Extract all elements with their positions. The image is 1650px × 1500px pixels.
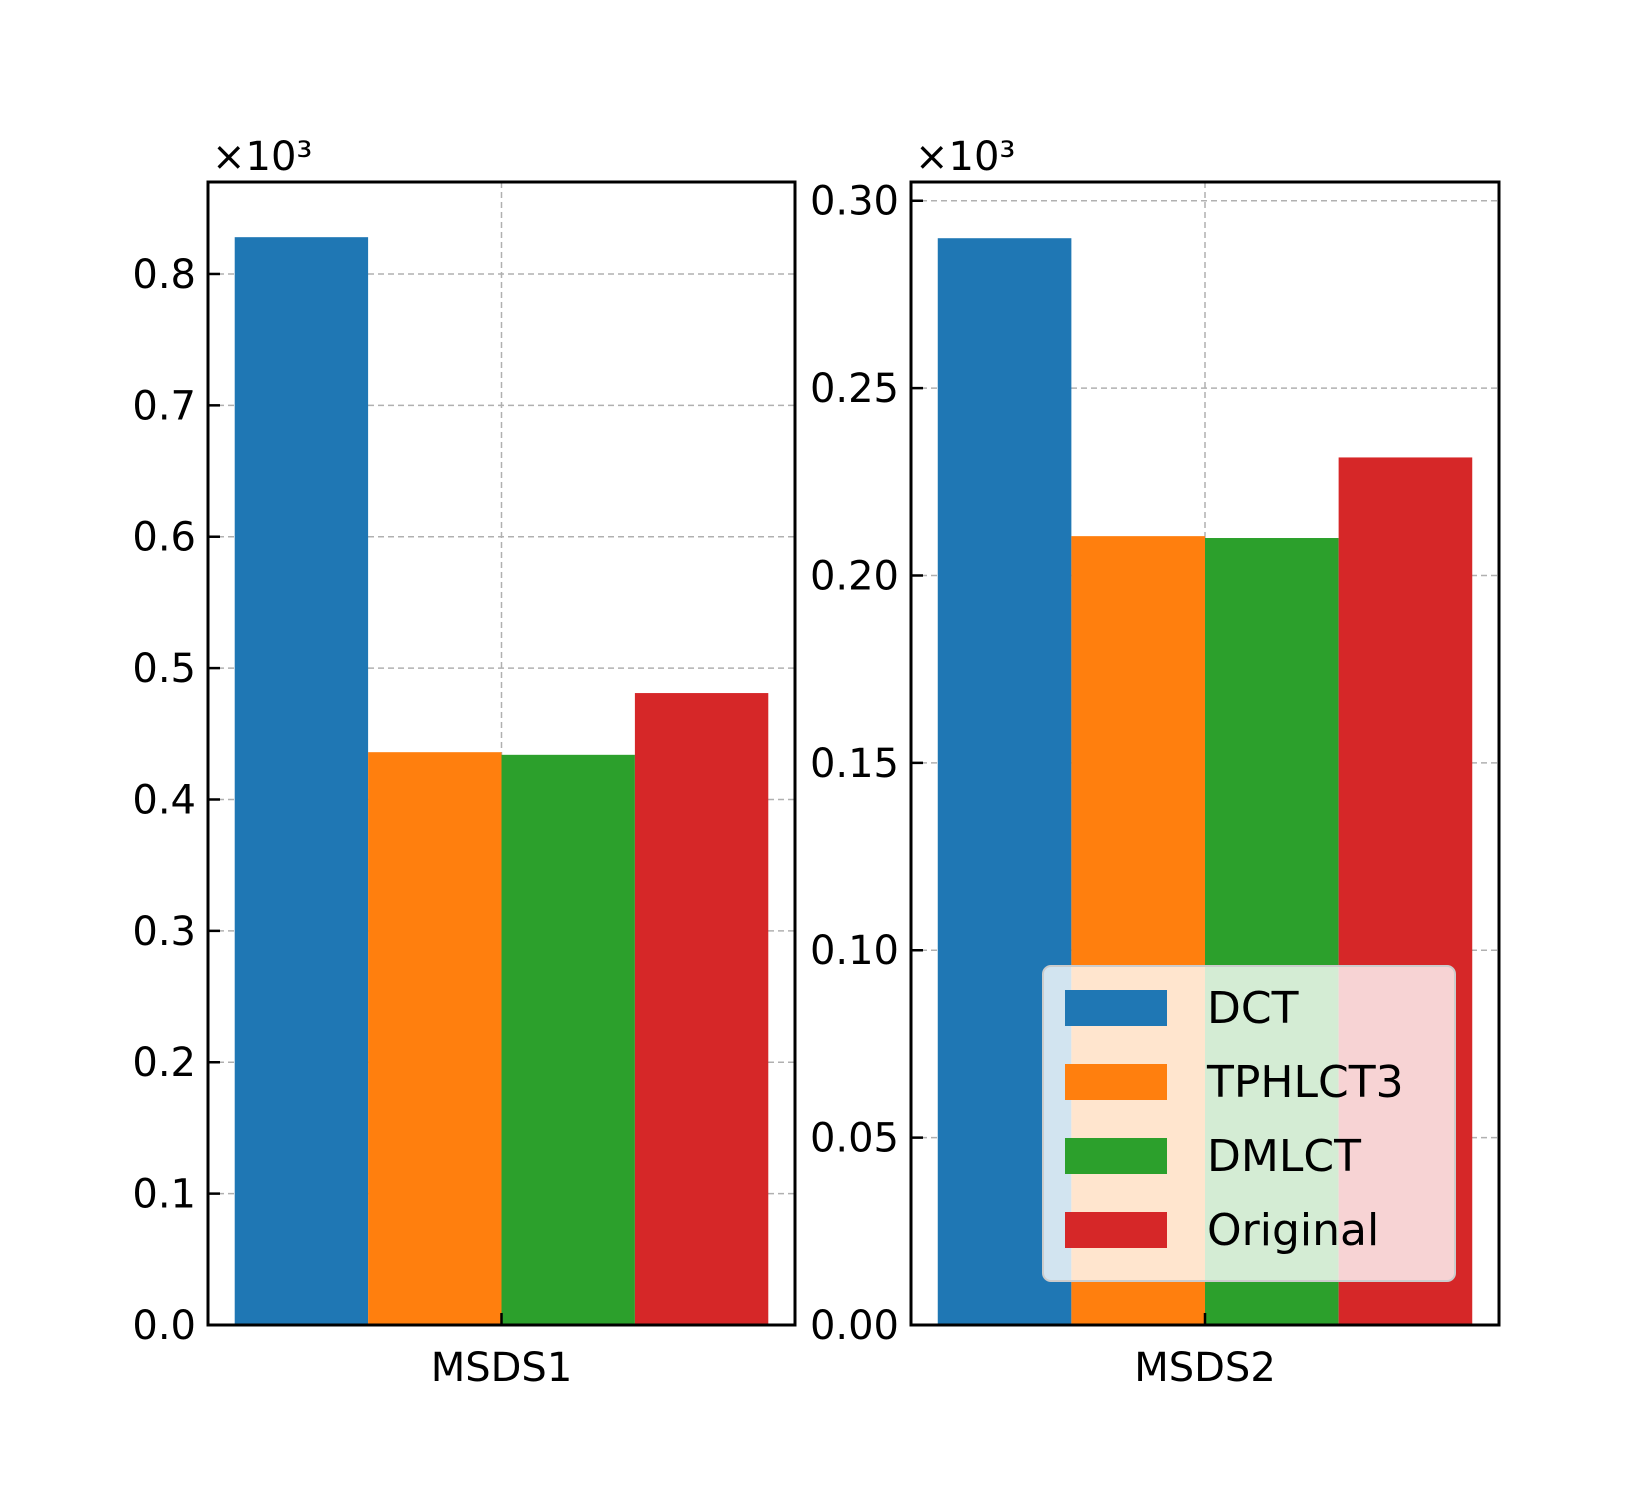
y-tick-label: 0.00: [810, 1303, 899, 1349]
x-tick-label: MSDS2: [1134, 1345, 1276, 1391]
y-tick-label: 0.6: [132, 515, 196, 561]
legend-swatch-original: [1065, 1212, 1167, 1248]
y-tick-label: 0.15: [810, 741, 899, 787]
y-tick-label: 0.25: [810, 366, 899, 412]
x-tick-label: MSDS1: [431, 1345, 573, 1391]
bar-tphlct3: [368, 752, 502, 1325]
bar-dmlct: [501, 754, 635, 1325]
legend-label-tphlct3: TPHLCT3: [1206, 1057, 1404, 1108]
y-tick-label: 0.8: [132, 252, 196, 298]
legend-box: [1042, 965, 1456, 1282]
y-tick-label: 0.05: [810, 1116, 899, 1162]
left-subplot: 0.0 0.1 0.2 0.3 0.4 0.5 0.6 0.7 0.8 MSDS1 ×10³: [132, 134, 797, 1391]
legend-label-dmlct: DMLCT: [1207, 1131, 1361, 1182]
legend-label-dct: DCT: [1207, 983, 1299, 1034]
y-tick-label: 0.20: [810, 553, 899, 599]
bar-original: [634, 693, 769, 1325]
y-tick-label: 0.30: [810, 179, 899, 225]
axis-scale-label: ×10³: [212, 134, 312, 180]
y-tick-label: 0.3: [132, 909, 196, 955]
y-tick-label: 0.2: [132, 1040, 196, 1086]
y-tick-label: 0.7: [132, 383, 196, 429]
legend-swatch-dmlct: [1065, 1138, 1167, 1174]
bar-dct: [234, 237, 369, 1325]
legend-swatch-tphlct3: [1065, 1064, 1167, 1100]
legend-swatch-dct: [1065, 990, 1167, 1026]
right-subplot: 0.00 0.05 0.10 0.15 0.20 0.25 0.30 MSDS2 ×10³ DCT…: [810, 134, 1501, 1391]
axis-scale-label: ×10³: [915, 134, 1015, 180]
y-tick-label: 0.4: [132, 777, 196, 823]
y-tick-label: 0.5: [132, 646, 196, 692]
legend-label-original: Original: [1207, 1205, 1379, 1256]
y-tick-label: 0.0: [132, 1303, 196, 1349]
y-tick-label: 0.1: [132, 1172, 196, 1218]
y-tick-label: 0.10: [810, 928, 899, 974]
